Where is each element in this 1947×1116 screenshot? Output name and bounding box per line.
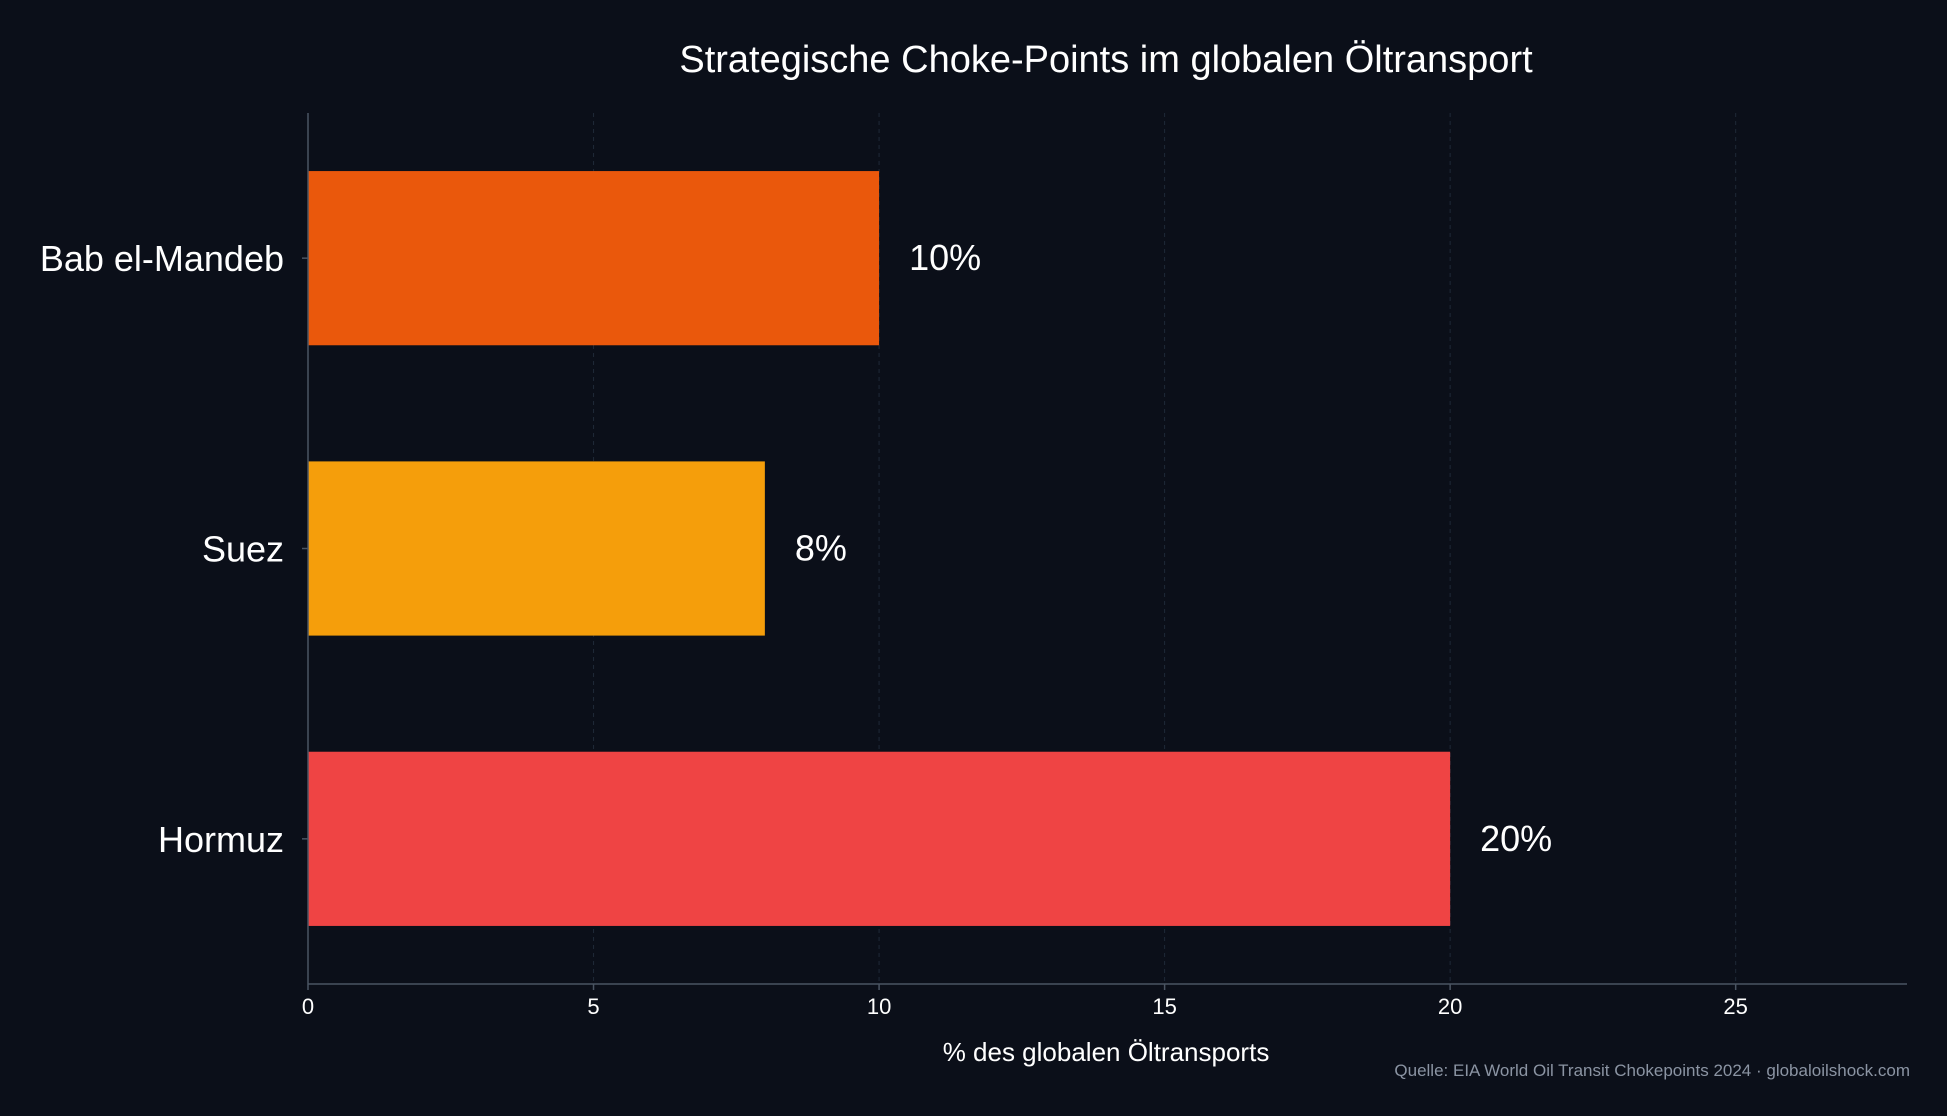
bar-value-label: 10% — [909, 237, 981, 278]
y-category-label: Suez — [202, 529, 284, 570]
bar-bab-el-mandeb — [308, 171, 880, 346]
source-note: Quelle: EIA World Oil Transit Chokepoint… — [1394, 1061, 1910, 1080]
axes: 0 5 10 15 20 25 Bab el-Mandeb Suez Hormuz — [40, 113, 1907, 1019]
y-category-label: Hormuz — [158, 819, 284, 860]
x-tick-label: 0 — [302, 994, 314, 1019]
bar-hormuz — [308, 751, 1451, 926]
bar-value-label: 20% — [1480, 818, 1552, 859]
bars: 10% 8% 20% — [308, 171, 1552, 926]
bar-value-label: 8% — [795, 528, 847, 569]
x-tick-label: 10 — [867, 994, 891, 1019]
chart-title: Strategische Choke-Points im globalen Öl… — [679, 39, 1533, 81]
y-category-label: Bab el-Mandeb — [40, 238, 284, 279]
x-tick-label: 15 — [1152, 994, 1176, 1019]
x-axis-label: % des globalen Öltransports — [943, 1037, 1270, 1067]
x-tick-label: 20 — [1438, 994, 1462, 1019]
x-tick-label: 25 — [1723, 994, 1747, 1019]
bar-suez — [308, 461, 765, 636]
x-tick-label: 5 — [587, 994, 599, 1019]
